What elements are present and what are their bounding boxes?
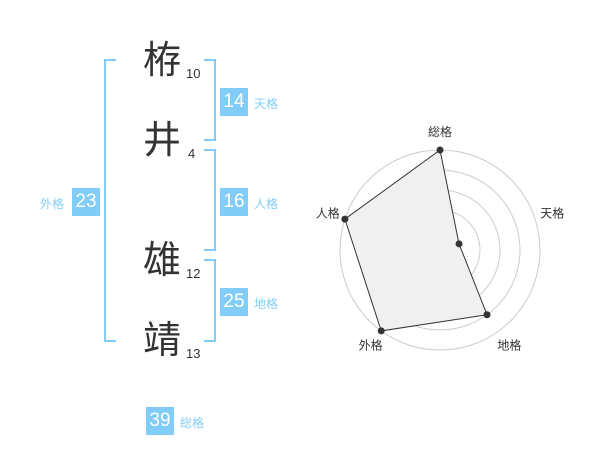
chikaku-bracket [204, 259, 216, 342]
stroke-count-2: 4 [188, 146, 196, 161]
stroke-count-1: 10 [186, 66, 201, 81]
radar-area [344, 149, 488, 332]
stroke-count-4: 13 [186, 346, 201, 361]
gaikaku-bracket [104, 59, 116, 342]
stroke-count-3: 12 [186, 266, 201, 281]
jinkaku-bracket [204, 149, 216, 251]
axis-label-3: 外格 [359, 337, 383, 352]
gaikaku-label: 外格 [40, 197, 65, 211]
name-char-2: 井 [142, 118, 181, 162]
soukaku-badge: 39 [146, 407, 174, 435]
radar-point-3 [377, 327, 385, 335]
chikaku-badge: 25 [220, 288, 248, 316]
jinkaku-badge: 16 [220, 188, 248, 216]
axis-label-4: 人格 [316, 206, 340, 221]
axis-label-2: 地格 [497, 337, 521, 352]
chikaku-label: 地格 [254, 297, 279, 311]
name-char-1: 栫 [142, 38, 181, 82]
radar-point-4 [341, 215, 349, 223]
name-char-4: 靖 [142, 318, 181, 362]
axis-label-1: 天格 [540, 206, 564, 221]
soukaku-label: 総格 [180, 416, 205, 430]
axis-label-0: 総格 [428, 124, 452, 139]
radar-point-0 [436, 146, 444, 154]
tenkaku-bracket [204, 59, 216, 141]
tenkaku-label: 天格 [254, 97, 279, 111]
name-char-3: 雄 [142, 238, 181, 282]
jinkaku-label: 人格 [254, 197, 279, 211]
gaikaku-badge: 23 [72, 188, 100, 216]
radar-point-2 [483, 311, 491, 319]
radar-point-1 [455, 240, 463, 248]
tenkaku-badge: 14 [220, 88, 248, 116]
